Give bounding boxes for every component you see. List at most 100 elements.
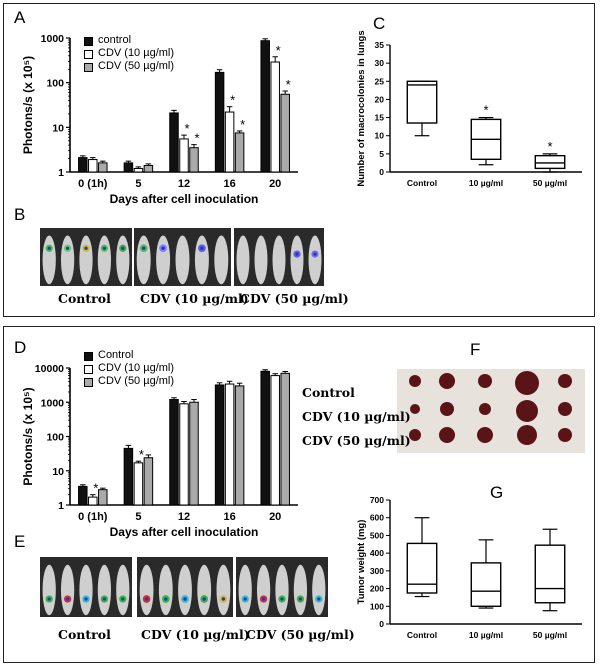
mouse-silhouette [139, 564, 154, 616]
tumor-specimen [439, 427, 455, 443]
mouse-silhouette [308, 235, 322, 285]
bioluminescence-core [47, 246, 51, 250]
tumor-specimen [515, 371, 539, 395]
bli-image-e-cdv50-drawing [238, 564, 326, 616]
bli-image-cdv50 [234, 228, 324, 286]
mouse-silhouette [42, 235, 56, 285]
tumor-specimen [558, 428, 572, 442]
mouse-silhouette [178, 564, 192, 616]
mouse-silhouette [136, 235, 151, 285]
mouse-silhouette [254, 235, 268, 285]
panel-label-d: D [14, 338, 27, 357]
bioluminescence-core [144, 597, 149, 601]
legend-d-label-cdv10: CDV (10 µg/ml) [98, 362, 175, 374]
mouse-silhouette [79, 235, 93, 285]
tumor-specimen [558, 374, 572, 388]
bioluminescence-core [161, 246, 165, 251]
bioluminescence-core [183, 597, 187, 601]
mouse-silhouette [116, 564, 130, 616]
panel-label-g: G [490, 483, 504, 502]
legend-a-swatch-control [84, 37, 93, 46]
bli-image-e-control [40, 557, 132, 617]
e-label-cdv50: CDV (50 µg/ml) [246, 627, 355, 642]
tumor-specimen [517, 425, 537, 445]
tumor-specimen [409, 429, 421, 441]
bli-image-e-control-drawing [42, 564, 130, 616]
b-label-cdv50: CDV (50 µg/ml) [240, 291, 349, 306]
mouse-silhouette [238, 564, 252, 616]
tumor-specimen [409, 375, 421, 387]
mouse-silhouette [272, 235, 286, 285]
mouse-silhouette [175, 235, 190, 285]
f-label-cdv10: CDV (10 µg/ml) [302, 409, 411, 424]
legend-d-swatch-cdv50 [84, 378, 93, 387]
bioluminescence-core [200, 246, 204, 251]
bioluminescence-core [261, 597, 266, 601]
mouse-silhouette [60, 564, 75, 616]
tumor-specimen [410, 404, 420, 414]
tumor-photo [397, 369, 585, 453]
mouse-silhouette [156, 235, 171, 285]
bioluminescence-core [295, 252, 299, 256]
f-label-cdv50: CDV (50 µg/ml) [302, 433, 411, 448]
bli-image-e-cdv50 [236, 557, 328, 617]
bioluminescence-core [84, 597, 88, 601]
mouse-silhouette [79, 564, 93, 616]
tumor-specimen [479, 403, 491, 415]
legend-d-label-cdv50: CDV (50 µg/ml) [98, 375, 175, 387]
legend-a-label-cdv10: CDV (10 µg/ml) [98, 47, 175, 59]
tumor-specimen [478, 374, 492, 388]
b-label-control: Control [58, 291, 111, 306]
legend-a-label-cdv50: CDV (50 µg/ml) [98, 60, 175, 72]
bioluminescence-core [164, 597, 168, 601]
mouse-silhouette [194, 235, 209, 285]
bioluminescence-core [84, 246, 88, 250]
panel-label-f: F [470, 340, 481, 359]
e-label-cdv10: CDV (10 µg/ml) [141, 627, 250, 642]
mouse-silhouette [214, 235, 229, 285]
mouse-silhouette [293, 564, 308, 616]
mouse-silhouette [312, 564, 326, 616]
legend-d-swatch-control [84, 352, 93, 361]
mouse-silhouette [116, 235, 130, 285]
bli-image-cdv50-drawing [236, 235, 322, 285]
legend-a-swatch-cdv10 [84, 50, 93, 59]
bli-image-e-cdv10 [137, 557, 233, 617]
f-label-control: Control [302, 385, 355, 400]
mouse-silhouette [97, 235, 112, 285]
bioluminescence-core [221, 597, 226, 601]
mouse-silhouette [97, 564, 112, 616]
legend-a-swatch-cdv50 [84, 63, 93, 72]
legend-a-label-control: control [98, 34, 132, 46]
mouse-silhouette [42, 564, 56, 616]
b-label-cdv10: CDV (10 µg/ml) [140, 291, 249, 306]
panel-label-a: A [14, 8, 26, 27]
bli-image-control-drawing [42, 235, 130, 285]
bioluminescence-core [47, 597, 51, 601]
bioluminescence-core [243, 597, 247, 601]
e-label-control: Control [58, 627, 111, 642]
tumor-specimen [516, 400, 538, 422]
tumor-specimen [440, 402, 454, 416]
bioluminescence-core [65, 597, 70, 601]
tumor-photo-drawing [409, 371, 572, 445]
bioluminescence-core [141, 246, 146, 251]
mouse-silhouette [256, 564, 271, 616]
bli-image-cdv10 [134, 228, 231, 286]
bioluminescence-core [121, 246, 125, 250]
bioluminescence-core [280, 597, 284, 601]
bioluminescence-core [298, 597, 303, 601]
mouse-silhouette [158, 564, 173, 616]
bioluminescence-core [102, 246, 107, 250]
bioluminescence-core [313, 252, 317, 256]
mouse-silhouette [60, 235, 75, 285]
tumor-specimen [477, 427, 493, 443]
bioluminescence-core [121, 597, 125, 601]
bli-image-control [40, 228, 132, 286]
legend-d-swatch-cdv10 [84, 365, 93, 374]
mouse-silhouette [197, 564, 212, 616]
bioluminescence-core [317, 597, 321, 601]
mouse-silhouette [275, 564, 289, 616]
tumor-specimen [439, 373, 455, 389]
bioluminescence-core [202, 597, 206, 601]
